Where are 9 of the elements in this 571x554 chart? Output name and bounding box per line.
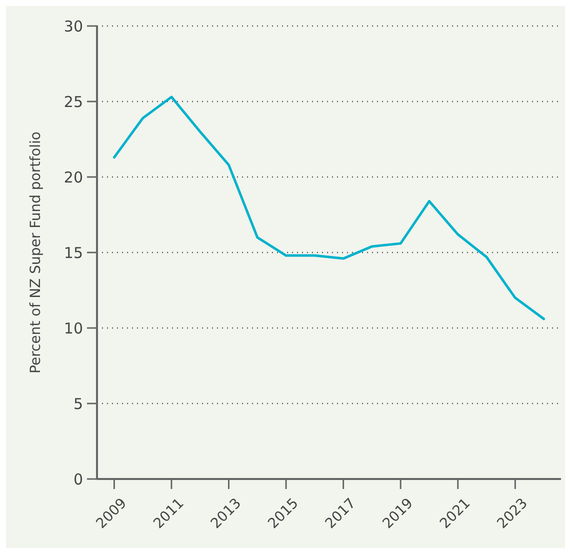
y-tick-label: 30	[64, 17, 83, 36]
y-tick-label: 25	[64, 92, 83, 111]
line-series	[112, 96, 546, 320]
y-tick-label: 10	[64, 319, 83, 338]
y-tick-label: 0	[73, 470, 83, 488]
y-tick-label: 15	[64, 244, 83, 262]
y-tick-label: 5	[73, 394, 83, 413]
y-axis-title: Percent of NZ Super Fund portfolio	[28, 132, 44, 374]
y-tick-label: 20	[64, 168, 83, 186]
